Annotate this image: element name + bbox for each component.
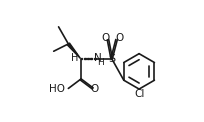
Polygon shape — [90, 58, 92, 59]
Text: H: H — [71, 53, 78, 63]
Text: HO: HO — [49, 84, 65, 94]
Polygon shape — [67, 43, 80, 59]
Polygon shape — [87, 58, 89, 59]
Polygon shape — [83, 58, 85, 59]
Text: Cl: Cl — [134, 89, 144, 99]
Text: H: H — [96, 58, 103, 67]
Text: O: O — [101, 33, 109, 43]
Text: O: O — [114, 33, 123, 43]
Text: S: S — [108, 54, 115, 64]
Text: O: O — [90, 84, 99, 94]
Text: N: N — [93, 53, 101, 63]
Polygon shape — [93, 58, 95, 60]
